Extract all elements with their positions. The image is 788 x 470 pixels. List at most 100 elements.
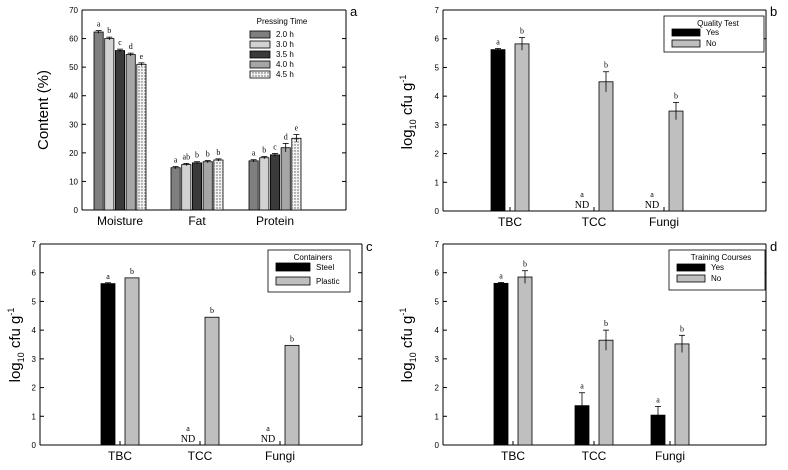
ylabel-base: log bbox=[399, 129, 416, 149]
y-tick-label: 2 bbox=[32, 384, 37, 393]
significance-letter: b bbox=[206, 150, 210, 159]
bar-No-tbc bbox=[517, 276, 533, 446]
legend-swatch bbox=[676, 274, 706, 283]
y-tick-label: 7 bbox=[435, 6, 440, 15]
legend-swatch bbox=[249, 30, 271, 39]
significance-letter: b bbox=[216, 148, 220, 157]
y-tick-label: 50 bbox=[69, 63, 78, 72]
ylabel-sub: 10 bbox=[16, 352, 26, 362]
x-tick-label: Fungi bbox=[265, 449, 295, 463]
bar-2.0-h-fat bbox=[170, 167, 181, 211]
y-tick-label: 2 bbox=[435, 384, 440, 393]
significance-letter: a bbox=[580, 382, 584, 391]
significance-letter: a bbox=[266, 424, 270, 433]
bar-3.5-h-fat bbox=[191, 162, 202, 211]
ylabel-mid: cfu g bbox=[399, 83, 416, 120]
panel-c: 01234567TBCabTCCNDabFungiNDabContainersS… bbox=[6, 239, 373, 463]
panel-b-letter: b bbox=[770, 4, 777, 19]
bar-Plastic-tcc bbox=[204, 316, 220, 446]
y-tick-label: 4 bbox=[435, 92, 440, 101]
x-tick-label: TCC bbox=[188, 449, 213, 463]
y-tick-label: 1 bbox=[435, 178, 440, 187]
bar-3.0-h-fat bbox=[181, 164, 192, 211]
legend-label: No bbox=[711, 274, 722, 283]
legend-label: 4.5 h bbox=[276, 70, 294, 79]
significance-letter: d bbox=[129, 42, 133, 51]
panel-d: 0 1 2 3 4 5 6 7 TBC a b TCC a b Fungi a b Training Course… bbox=[398, 239, 777, 463]
bar-No-tcc bbox=[598, 81, 614, 212]
y-tick-label: 1 bbox=[32, 412, 37, 421]
y-tick-label: 6 bbox=[435, 35, 440, 44]
ylabel-mid: cfu g bbox=[7, 316, 24, 353]
significance-letter: c bbox=[118, 38, 122, 47]
legend-label: 3.0 h bbox=[276, 40, 294, 49]
ylabel-sup: -1 bbox=[398, 75, 408, 83]
y-tick-label: 2 bbox=[435, 150, 440, 159]
legend-swatch bbox=[249, 40, 271, 49]
significance-letter: b bbox=[290, 334, 294, 343]
significance-letter: a bbox=[650, 190, 654, 199]
significance-letter: b bbox=[210, 306, 214, 315]
significance-letter: b bbox=[195, 151, 199, 160]
legend-label: Yes bbox=[706, 28, 719, 37]
legend-label: 4.0 h bbox=[276, 60, 294, 69]
legend-title: Quality Test bbox=[697, 19, 739, 28]
y-tick-label: 4 bbox=[435, 326, 440, 335]
panel-c-ylabel: log10 cfu g-1 bbox=[6, 308, 26, 383]
y-tick-label: 0 bbox=[32, 441, 37, 450]
significance-letter: e bbox=[140, 52, 144, 61]
ylabel-sup: -1 bbox=[398, 308, 408, 316]
y-tick-label: 7 bbox=[32, 240, 37, 249]
significance-letter: a bbox=[496, 37, 500, 46]
x-tick-label: TCC bbox=[582, 215, 607, 229]
significance-letter: b bbox=[520, 27, 524, 36]
significance-letter: b bbox=[604, 61, 608, 70]
ylabel-base: log bbox=[399, 362, 416, 382]
bar-4.5-h-protein bbox=[291, 137, 302, 211]
y-tick-label: 6 bbox=[32, 269, 37, 278]
y-tick-label: 5 bbox=[32, 297, 37, 306]
ylabel-sup: -1 bbox=[6, 308, 16, 316]
legend-label: Plastic bbox=[316, 277, 340, 286]
y-tick-label: 20 bbox=[69, 149, 78, 158]
bar-4.0-h-moisture bbox=[125, 54, 136, 211]
y-tick-label: 7 bbox=[435, 240, 440, 249]
bar-4.0-h-fat bbox=[202, 161, 213, 211]
significance-letter: b bbox=[107, 26, 111, 35]
legend-swatch bbox=[671, 39, 701, 48]
legend-title: Containers bbox=[294, 253, 333, 262]
y-tick-label: 0 bbox=[74, 206, 79, 215]
significance-letter: a bbox=[97, 20, 101, 29]
nd-label: ND bbox=[645, 200, 659, 211]
x-tick-label: Protein bbox=[256, 214, 294, 228]
significance-letter: ab bbox=[183, 152, 191, 161]
y-tick-label: 3 bbox=[32, 355, 37, 364]
significance-letter: a bbox=[186, 424, 190, 433]
significance-letter: c bbox=[273, 142, 277, 151]
significance-letter: a bbox=[656, 396, 660, 405]
bar-Plastic-tbc bbox=[124, 277, 140, 446]
x-tick-label: TCC bbox=[582, 449, 607, 463]
bar-3.5-h-protein bbox=[269, 154, 280, 211]
legend-label: No bbox=[706, 39, 717, 48]
significance-letter: b bbox=[680, 324, 684, 333]
bar-Steel-tbc bbox=[100, 283, 116, 446]
y-tick-label: 70 bbox=[69, 6, 78, 15]
legend-label: Steel bbox=[316, 263, 334, 272]
x-tick-label: Fungi bbox=[655, 449, 685, 463]
y-tick-label: 60 bbox=[69, 35, 78, 44]
panel-c-letter: c bbox=[366, 239, 373, 254]
y-tick-label: 40 bbox=[69, 92, 78, 101]
y-tick-label: 5 bbox=[435, 297, 440, 306]
x-tick-label: Fungi bbox=[649, 215, 679, 229]
y-tick-label: 30 bbox=[69, 120, 78, 129]
panel-c-plot: 01234567TBCabTCCNDabFungiNDabContainersS… bbox=[32, 240, 363, 463]
nd-label: ND bbox=[181, 434, 195, 445]
x-tick-label: Moisture bbox=[97, 214, 143, 228]
legend: Pressing Time 2.0 h3.0 h3.5 h4.0 h4.5 h bbox=[249, 17, 308, 79]
